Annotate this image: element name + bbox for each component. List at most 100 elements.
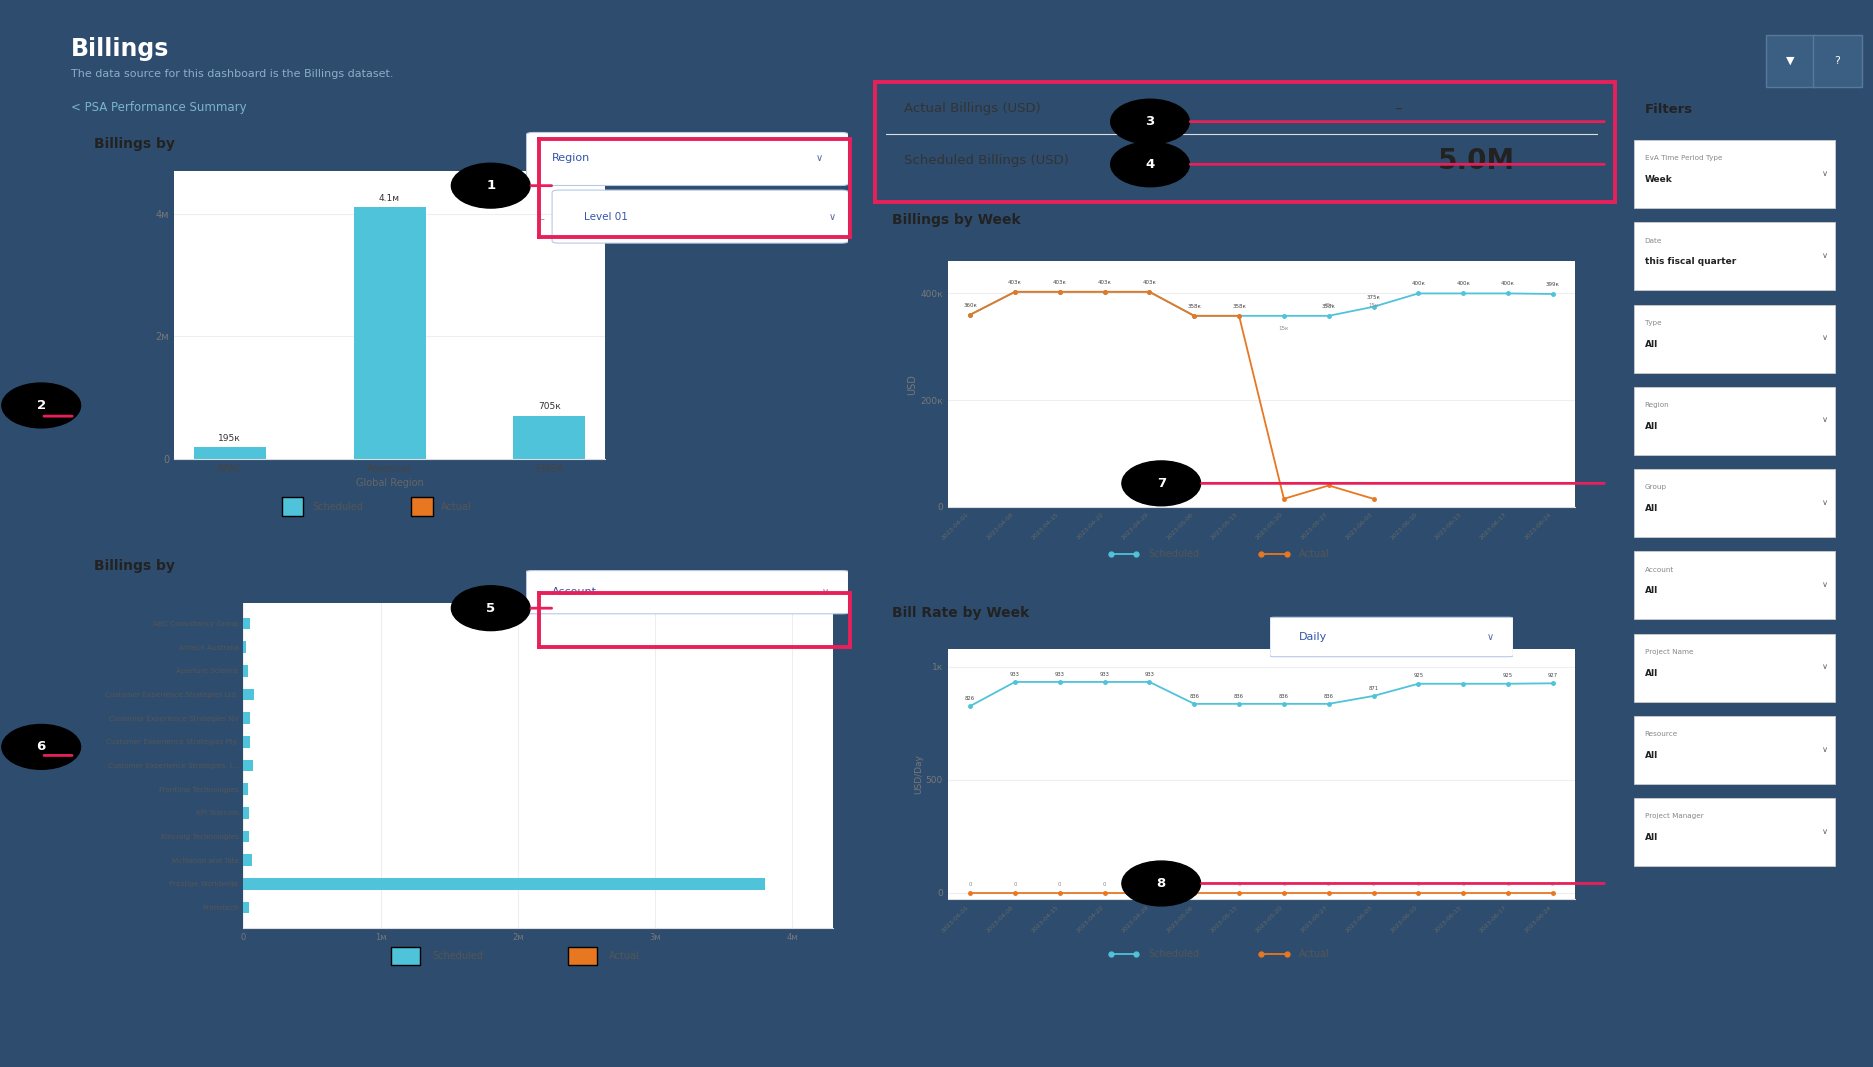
FancyBboxPatch shape: [1633, 716, 1836, 784]
Text: 400к: 400к: [1455, 282, 1470, 286]
Text: All: All: [1644, 339, 1658, 349]
Text: 403к: 403к: [1053, 280, 1068, 285]
Circle shape: [2, 383, 81, 428]
FancyBboxPatch shape: [391, 947, 420, 965]
Text: ∨: ∨: [1822, 745, 1828, 753]
Text: 6: 6: [37, 740, 45, 753]
Text: Account: Account: [1644, 567, 1674, 573]
Text: Region: Region: [1644, 402, 1669, 408]
Text: Date: Date: [1644, 238, 1661, 243]
Text: 836: 836: [1189, 694, 1199, 699]
Text: ▼: ▼: [1787, 55, 1794, 66]
Text: Project Name: Project Name: [1644, 649, 1693, 655]
Text: 836: 836: [1279, 694, 1289, 699]
Y-axis label: USD/Day: USD/Day: [914, 754, 923, 794]
Text: 399к: 399к: [1545, 282, 1560, 287]
Circle shape: [1111, 142, 1189, 187]
Text: 871: 871: [1369, 686, 1379, 690]
Text: ?: ?: [1834, 55, 1841, 66]
Text: 0: 0: [1551, 882, 1555, 888]
Bar: [243, 760, 253, 771]
Text: 0: 0: [1103, 882, 1107, 888]
Text: 360к: 360к: [963, 303, 978, 307]
Text: Type: Type: [1644, 320, 1661, 325]
FancyBboxPatch shape: [568, 947, 597, 965]
Text: 0: 0: [1013, 882, 1017, 888]
Text: 403к: 403к: [1008, 280, 1023, 285]
Text: Scheduled Billings (USD): Scheduled Billings (USD): [905, 154, 1069, 168]
Text: 358к: 358к: [1322, 304, 1335, 308]
Text: Project Manager: Project Manager: [1644, 813, 1703, 819]
Text: 5.0М: 5.0М: [1438, 146, 1515, 175]
Bar: [243, 855, 251, 866]
FancyBboxPatch shape: [1633, 305, 1836, 372]
Text: Bill Rate by Week: Bill Rate by Week: [892, 606, 1028, 620]
Text: Actual: Actual: [1300, 548, 1330, 559]
Text: All: All: [1644, 833, 1658, 842]
Text: Account: Account: [553, 587, 597, 598]
Text: 0: 0: [1326, 882, 1330, 888]
Bar: [243, 783, 247, 795]
Text: 400к: 400к: [1500, 282, 1515, 286]
Text: 0: 0: [1416, 882, 1420, 888]
Circle shape: [1122, 861, 1201, 906]
Text: Scheduled: Scheduled: [1148, 949, 1199, 959]
Text: 933: 933: [1010, 671, 1021, 676]
Text: 0: 0: [1238, 882, 1240, 888]
Text: ∨: ∨: [1822, 169, 1828, 178]
Bar: [243, 641, 245, 653]
Text: 8: 8: [1158, 877, 1165, 890]
Text: Filters: Filters: [1644, 103, 1693, 116]
Text: Billings: Billings: [71, 37, 170, 61]
FancyBboxPatch shape: [1633, 469, 1836, 537]
Bar: [243, 878, 764, 890]
Text: 5: 5: [487, 602, 494, 615]
Text: EvA Time Period Type: EvA Time Period Type: [1644, 156, 1721, 161]
Circle shape: [451, 163, 530, 208]
Bar: [513, 415, 586, 459]
Bar: [243, 830, 249, 843]
Text: 933: 933: [1144, 671, 1154, 676]
Text: ∨: ∨: [1822, 827, 1828, 835]
Text: Actual: Actual: [609, 951, 641, 961]
Text: ∨: ∨: [822, 587, 830, 598]
Text: Resource: Resource: [1644, 731, 1678, 737]
Text: ∨: ∨: [1822, 497, 1828, 507]
FancyBboxPatch shape: [1270, 618, 1513, 656]
Bar: [243, 807, 249, 818]
Text: Billings by: Billings by: [94, 559, 174, 573]
Text: 705к: 705к: [538, 402, 560, 411]
X-axis label: Global Region: Global Region: [356, 478, 423, 488]
Text: Daily: Daily: [1300, 632, 1328, 642]
Text: ∨: ∨: [1487, 632, 1495, 642]
Text: 1: 1: [487, 179, 494, 192]
Text: 0: 0: [1371, 882, 1375, 888]
Text: 40к: 40к: [1324, 303, 1334, 307]
FancyBboxPatch shape: [526, 132, 848, 186]
FancyBboxPatch shape: [1633, 222, 1836, 290]
Bar: [193, 447, 266, 459]
Circle shape: [2, 724, 81, 769]
Text: The data source for this dashboard is the Billings dataset.: The data source for this dashboard is th…: [71, 69, 393, 79]
Bar: [243, 902, 249, 913]
Bar: [243, 736, 251, 748]
Text: 195к: 195к: [219, 433, 242, 443]
Text: ∨: ∨: [1822, 333, 1828, 343]
Text: 4: 4: [1146, 158, 1154, 171]
Text: Region: Region: [553, 154, 590, 163]
Bar: [354, 207, 425, 459]
Text: 0: 0: [1193, 882, 1197, 888]
Text: 358к: 358к: [1232, 304, 1246, 308]
FancyBboxPatch shape: [526, 571, 848, 614]
Text: 0: 0: [1058, 882, 1062, 888]
FancyBboxPatch shape: [1766, 35, 1815, 87]
Text: 933: 933: [1054, 671, 1064, 676]
Text: 15к: 15к: [1279, 325, 1289, 331]
Text: ∨: ∨: [1822, 663, 1828, 671]
Text: All: All: [1644, 421, 1658, 431]
Text: Actual: Actual: [1300, 949, 1330, 959]
Text: Scheduled: Scheduled: [313, 501, 363, 512]
Text: Actual: Actual: [442, 501, 472, 512]
FancyBboxPatch shape: [1633, 634, 1836, 702]
Text: 4.1м: 4.1м: [378, 194, 401, 203]
